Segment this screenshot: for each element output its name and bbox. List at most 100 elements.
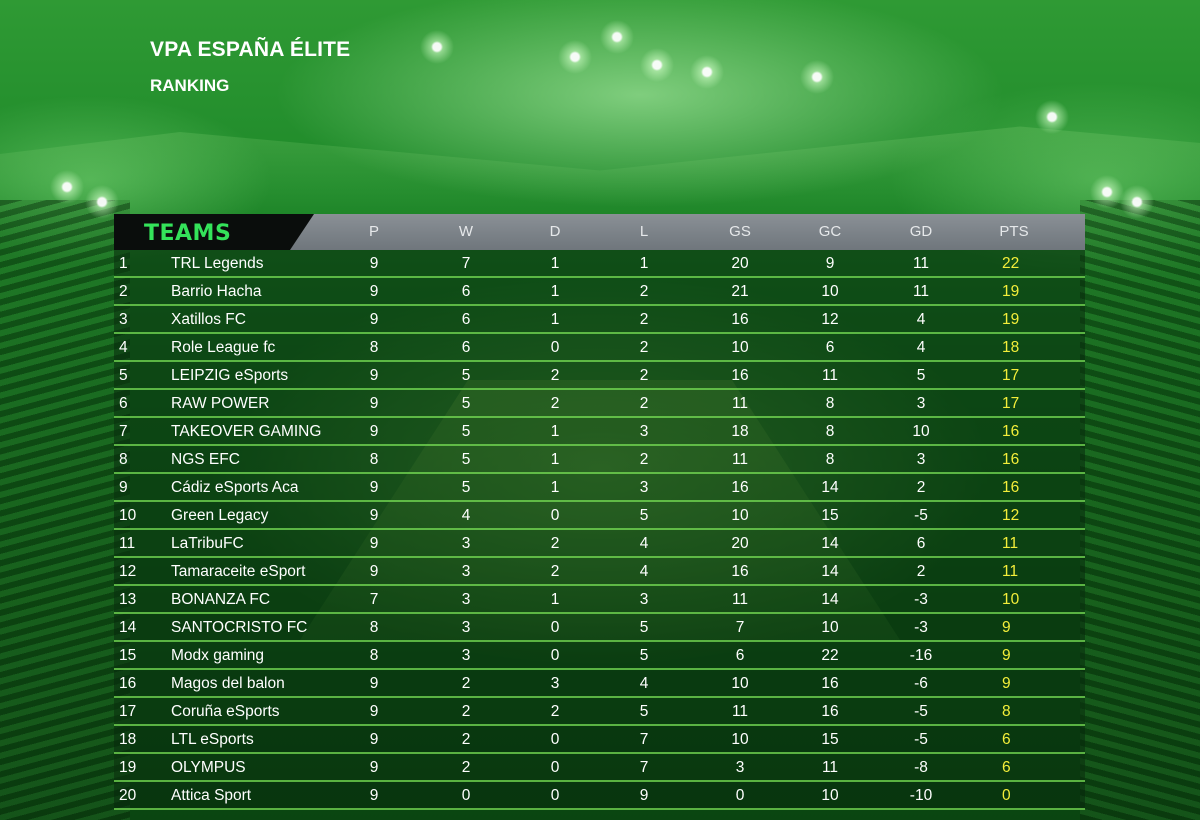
losses-cell: 4 [639,563,649,580]
draws-cell: 1 [550,479,560,496]
goal-difference-cell: 11 [912,255,930,272]
goals-conceded-cell: 11 [821,759,839,776]
team-name-cell: Barrio Hacha [171,283,262,300]
goals-scored-cell: 18 [731,423,749,440]
rank-cell: 18 [119,731,137,748]
team-name-cell: TRL Legends [171,255,264,272]
points-cell: 17 [1002,367,1020,384]
goal-difference-cell: -6 [914,675,928,692]
goals-conceded-cell: 11 [821,367,839,384]
floodlight [1090,175,1124,209]
losses-cell: 3 [639,591,649,608]
rank-cell: 1 [119,255,128,272]
played-cell: 9 [369,703,379,720]
column-header-d: D [549,223,561,240]
goals-scored-cell: 16 [731,311,749,328]
losses-cell: 5 [639,647,649,664]
table-row: 2 Barrio Hacha 9 6 1 2 21 10 11 19 [114,278,1085,306]
goal-difference-cell: -5 [914,731,928,748]
wins-cell: 4 [461,507,471,524]
played-cell: 8 [369,339,379,356]
goals-conceded-cell: 10 [821,283,839,300]
table-body: 1 TRL Legends 9 7 1 1 20 9 11 22 2 Barrio Hacha 9 6 1 2… [114,250,1085,810]
goals-conceded-cell: 10 [821,619,839,636]
team-name-cell: Attica Sport [171,787,252,804]
played-cell: 9 [369,395,379,412]
goal-difference-cell: -3 [914,591,928,608]
losses-cell: 1 [639,255,649,272]
team-name-cell: LTL eSports [171,731,254,748]
draws-cell: 2 [550,395,560,412]
team-name-cell: RAW POWER [171,395,270,412]
draws-cell: 0 [550,647,560,664]
played-cell: 8 [369,647,379,664]
page-subtitle: RANKING [150,76,230,95]
played-cell: 9 [369,787,379,804]
team-name-cell: BONANZA FC [171,591,271,608]
floodlight [640,48,674,82]
played-cell: 9 [369,535,379,552]
wins-cell: 3 [461,647,471,664]
floodlight [50,170,84,204]
points-cell: 9 [1002,619,1011,636]
goals-conceded-cell: 14 [821,535,839,552]
rank-cell: 16 [119,675,137,692]
floodlight [1120,185,1154,219]
played-cell: 9 [369,283,379,300]
goals-conceded-cell: 9 [825,255,835,272]
goals-scored-cell: 20 [731,535,749,552]
wins-cell: 6 [461,283,471,300]
rank-cell: 4 [119,339,128,356]
floodlight [1035,100,1069,134]
rank-cell: 11 [119,535,136,552]
draws-cell: 1 [550,283,560,300]
wins-cell: 2 [461,675,471,692]
goal-difference-cell: -10 [909,787,933,804]
played-cell: 9 [369,507,379,524]
goals-scored-cell: 16 [731,479,749,496]
played-cell: 9 [369,423,379,440]
page-title: VPA ESPAÑA ÉLITE [150,38,351,61]
table-row: 12 Tamaraceite eSport 9 3 2 4 16 14 2 11 [114,558,1085,586]
goals-scored-cell: 6 [735,647,745,664]
rank-cell: 10 [119,507,137,524]
table-row: 13 BONANZA FC 7 3 1 3 11 14 -3 10 [114,586,1085,614]
table-row: 18 LTL eSports 9 2 0 7 10 15 -5 6 [114,726,1085,754]
played-cell: 9 [369,367,379,384]
goals-scored-cell: 11 [731,451,749,468]
wins-cell: 0 [461,787,471,804]
draws-cell: 0 [550,787,560,804]
goals-scored-cell: 3 [735,759,745,776]
table-row: 5 LEIPZIG eSports 9 5 2 2 16 11 5 17 [114,362,1085,390]
losses-cell: 3 [639,479,649,496]
goals-scored-cell: 10 [731,731,749,748]
goal-difference-cell: 4 [916,339,926,356]
goal-difference-cell: 6 [916,535,926,552]
goals-conceded-cell: 16 [821,675,839,692]
goals-conceded-cell: 16 [821,703,839,720]
points-cell: 9 [1002,675,1011,692]
column-header-pts: PTS [999,223,1029,240]
goals-conceded-cell: 10 [821,787,839,804]
floodlight [420,30,454,64]
ranking-table: TEAMS P W D L GS GC GD PTS 1 TRL Legends 9… [114,214,1085,810]
points-cell: 19 [1002,311,1020,328]
goals-scored-cell: 0 [735,787,745,804]
table-row: 15 Modx gaming 8 3 0 5 6 22 -16 9 [114,642,1085,670]
goals-scored-cell: 21 [731,283,749,300]
goals-scored-cell: 11 [731,591,749,608]
goals-scored-cell: 11 [731,395,749,412]
losses-cell: 7 [639,759,649,776]
points-cell: 6 [1002,731,1011,748]
played-cell: 7 [369,591,379,608]
rank-cell: 5 [119,367,128,384]
points-cell: 16 [1002,479,1020,496]
wins-cell: 3 [461,535,471,552]
goals-conceded-cell: 8 [825,395,835,412]
losses-cell: 5 [639,619,649,636]
column-header-p: P [368,223,380,240]
goal-difference-cell: 3 [916,395,926,412]
goals-conceded-cell: 14 [821,563,839,580]
goal-difference-cell: -3 [914,619,928,636]
table-row: 3 Xatillos FC 9 6 1 2 16 12 4 19 [114,306,1085,334]
